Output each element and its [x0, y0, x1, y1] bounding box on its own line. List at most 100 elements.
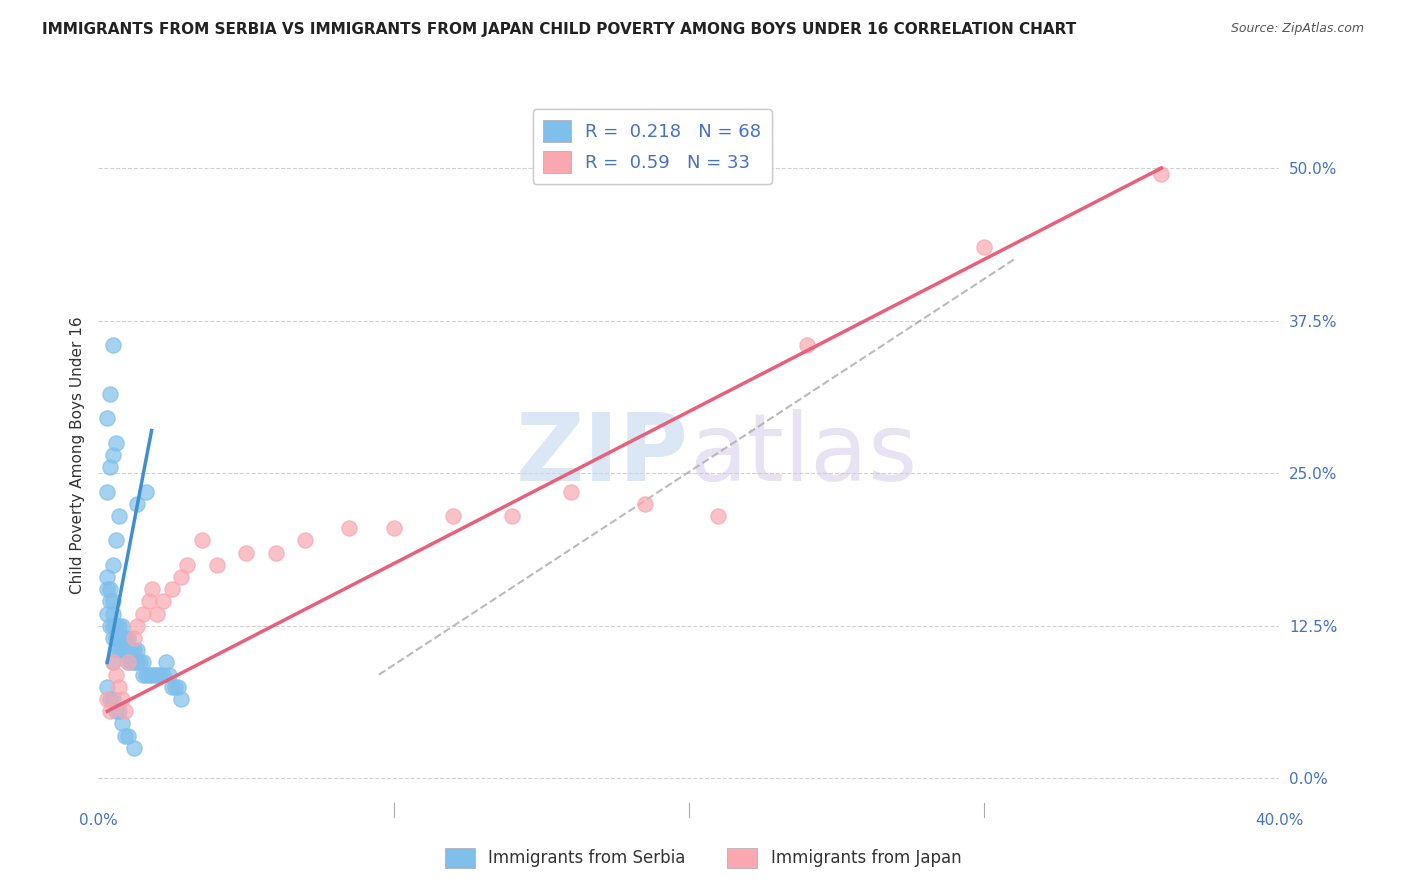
- Point: [98, 594, 121, 608]
- Point: [117, 643, 139, 657]
- Point: [111, 619, 134, 633]
- Point: [96, 484, 118, 499]
- Y-axis label: Child Poverty Among Boys Under 16: Child Poverty Among Boys Under 16: [69, 316, 84, 594]
- Point: [707, 508, 730, 523]
- Point: [165, 680, 187, 694]
- Point: [105, 643, 128, 657]
- Point: [105, 619, 128, 633]
- Point: [152, 667, 174, 681]
- Point: [98, 704, 121, 718]
- Point: [105, 435, 128, 450]
- Point: [105, 667, 128, 681]
- Point: [441, 508, 464, 523]
- Point: [125, 656, 148, 670]
- Point: [114, 729, 136, 743]
- Text: atlas: atlas: [689, 409, 917, 501]
- Point: [103, 607, 125, 621]
- Point: [103, 594, 125, 608]
- Point: [337, 521, 360, 535]
- Point: [117, 631, 139, 645]
- Point: [170, 692, 193, 706]
- Point: [120, 643, 142, 657]
- Point: [135, 484, 157, 499]
- Point: [108, 508, 131, 523]
- Point: [143, 667, 166, 681]
- Point: [96, 607, 118, 621]
- Point: [132, 656, 155, 670]
- Point: [98, 387, 121, 401]
- Point: [152, 594, 174, 608]
- Legend: Immigrants from Serbia, Immigrants from Japan: Immigrants from Serbia, Immigrants from …: [439, 841, 967, 875]
- Point: [162, 582, 183, 597]
- Point: [105, 533, 128, 548]
- Point: [796, 338, 818, 352]
- Point: [125, 497, 148, 511]
- Point: [191, 533, 214, 548]
- Text: IMMIGRANTS FROM SERBIA VS IMMIGRANTS FROM JAPAN CHILD POVERTY AMONG BOYS UNDER 1: IMMIGRANTS FROM SERBIA VS IMMIGRANTS FRO…: [42, 22, 1077, 37]
- Text: Source: ZipAtlas.com: Source: ZipAtlas.com: [1230, 22, 1364, 36]
- Point: [176, 558, 198, 572]
- Point: [1150, 167, 1173, 181]
- Point: [149, 667, 172, 681]
- Point: [125, 643, 148, 657]
- Point: [114, 643, 136, 657]
- Point: [103, 448, 125, 462]
- Point: [103, 619, 125, 633]
- Point: [111, 716, 134, 731]
- Point: [96, 680, 118, 694]
- Point: [111, 643, 134, 657]
- Point: [132, 607, 155, 621]
- Point: [117, 656, 139, 670]
- Point: [264, 545, 287, 559]
- Text: ZIP: ZIP: [516, 409, 689, 501]
- Point: [105, 631, 128, 645]
- Point: [114, 704, 136, 718]
- Point: [973, 240, 995, 254]
- Point: [103, 338, 125, 352]
- Point: [560, 484, 582, 499]
- Point: [103, 692, 125, 706]
- Point: [141, 582, 163, 597]
- Point: [108, 704, 131, 718]
- Point: [235, 545, 257, 559]
- Point: [135, 667, 157, 681]
- Point: [122, 656, 145, 670]
- Point: [138, 667, 160, 681]
- Point: [117, 729, 139, 743]
- Point: [157, 667, 180, 681]
- Point: [294, 533, 316, 548]
- Point: [167, 680, 190, 694]
- Point: [108, 643, 131, 657]
- Point: [114, 631, 136, 645]
- Point: [117, 656, 139, 670]
- Point: [125, 619, 148, 633]
- Point: [155, 656, 177, 670]
- Point: [103, 558, 125, 572]
- Legend: R =  0.218   N = 68, R =  0.59   N = 33: R = 0.218 N = 68, R = 0.59 N = 33: [533, 109, 772, 184]
- Point: [96, 692, 118, 706]
- Point: [162, 680, 183, 694]
- Point: [170, 570, 193, 584]
- Point: [103, 656, 125, 670]
- Point: [205, 558, 228, 572]
- Point: [103, 631, 125, 645]
- Point: [98, 460, 121, 475]
- Point: [98, 619, 121, 633]
- Point: [633, 497, 655, 511]
- Point: [122, 631, 145, 645]
- Point: [103, 656, 125, 670]
- Point: [122, 643, 145, 657]
- Point: [96, 582, 118, 597]
- Point: [382, 521, 405, 535]
- Point: [96, 570, 118, 584]
- Point: [128, 656, 150, 670]
- Point: [146, 667, 169, 681]
- Point: [132, 667, 155, 681]
- Point: [138, 594, 160, 608]
- Point: [108, 631, 131, 645]
- Point: [122, 740, 145, 755]
- Point: [111, 631, 134, 645]
- Point: [111, 692, 134, 706]
- Point: [96, 411, 118, 425]
- Point: [98, 692, 121, 706]
